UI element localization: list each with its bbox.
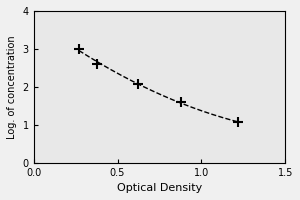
X-axis label: Optical Density: Optical Density xyxy=(117,183,202,193)
Y-axis label: Log. of concentration: Log. of concentration xyxy=(7,35,17,139)
